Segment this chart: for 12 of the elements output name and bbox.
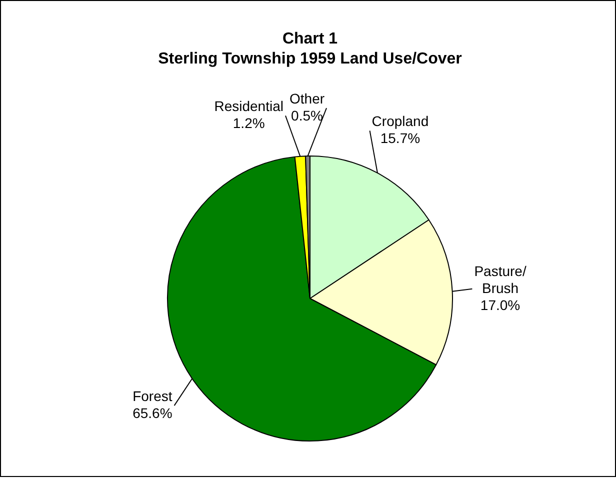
slice-label: Pasture/Brush [474, 262, 526, 296]
slice-label: Residential [214, 98, 284, 114]
data-label: 1.2% [232, 115, 265, 132]
data-label: 0.5% [291, 107, 323, 124]
slice-label: Other [290, 90, 325, 106]
chart-title: Chart 1 [282, 30, 338, 48]
data-label: 17.0% [480, 296, 520, 313]
data-label: 15.7% [380, 130, 420, 146]
slice-label: Forest [132, 388, 172, 404]
chart-subtitle: Sterling Township 1959 Land Use/Cover [158, 50, 462, 68]
slice-label: Cropland [372, 113, 429, 130]
data-label: 65.6% [132, 404, 172, 421]
